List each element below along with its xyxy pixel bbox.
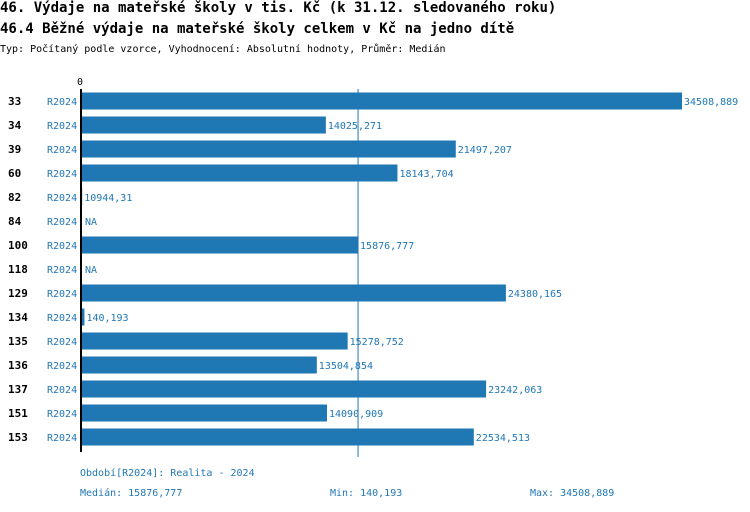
data-label: 140,193 [86,313,128,324]
period-label: R2024 [47,265,77,276]
footer-period: Období[R2024]: Realita - 2024 [80,468,255,479]
period-label: R2024 [47,169,77,180]
bar [82,308,85,326]
category-label: 33 [8,95,21,108]
data-label: NA [85,217,97,228]
category-label: 135 [8,335,28,348]
period-label: R2024 [47,97,77,108]
category-label: 134 [8,311,28,324]
period-label: R2024 [47,193,77,204]
footer-median: Medián: 15876,777 [80,488,183,499]
category-label: 129 [8,287,28,300]
period-label: R2024 [47,337,77,348]
bar [82,404,327,422]
bar [82,116,326,134]
chart-meta: Typ: Počítaný podle vzorce, Vyhodnocení:… [0,44,446,55]
period-label: R2024 [47,145,77,156]
data-label: 15278,752 [350,337,404,348]
category-label: 136 [8,359,28,372]
period-label: R2024 [47,217,77,228]
bar [82,380,487,398]
category-label: 118 [8,263,28,276]
data-label: 10944,31 [84,193,132,204]
period-label: R2024 [47,313,77,324]
data-label: 14090,909 [329,409,383,420]
data-label: 22534,513 [476,433,530,444]
data-label: 15876,777 [360,241,414,252]
data-label: 14025,271 [328,121,382,132]
chart-subtitle: 46.4 Běžné výdaje na mateřské školy celk… [0,21,515,37]
category-label: 153 [8,431,28,444]
period-label: R2024 [47,121,77,132]
category-label: 82 [8,191,21,204]
footer-min: Min: 140,193 [330,488,403,499]
category-label: 39 [8,143,21,156]
period-label: R2024 [47,433,77,444]
category-label: 100 [8,239,28,252]
data-label: 21497,207 [458,145,512,156]
category-label: 137 [8,383,28,396]
data-label: 23242,063 [488,385,542,396]
data-label: 13504,854 [319,361,373,372]
bar [82,140,456,158]
bar [82,332,348,350]
period-label: R2024 [47,409,77,420]
period-label: R2024 [47,361,77,372]
bar [82,356,317,374]
bar [82,236,359,254]
chart-title: 46. Výdaje na mateřské školy v tis. Kč (… [0,0,557,16]
category-label: 151 [8,407,28,420]
data-label: 24380,165 [508,289,562,300]
period-label: R2024 [47,385,77,396]
category-label: 34 [8,119,22,132]
bar [82,92,682,110]
period-label: R2024 [47,241,77,252]
bar [82,428,474,446]
data-label: NA [85,265,97,276]
bar [82,284,506,302]
category-label: 84 [8,215,22,228]
period-label: R2024 [47,289,77,300]
footer-max: Max: 34508,889 [530,488,615,499]
x-tick-label: 0 [77,77,83,88]
bar [82,164,398,182]
data-label: 18143,704 [399,169,453,180]
data-label: 34508,889 [684,97,738,108]
category-label: 60 [8,167,21,180]
